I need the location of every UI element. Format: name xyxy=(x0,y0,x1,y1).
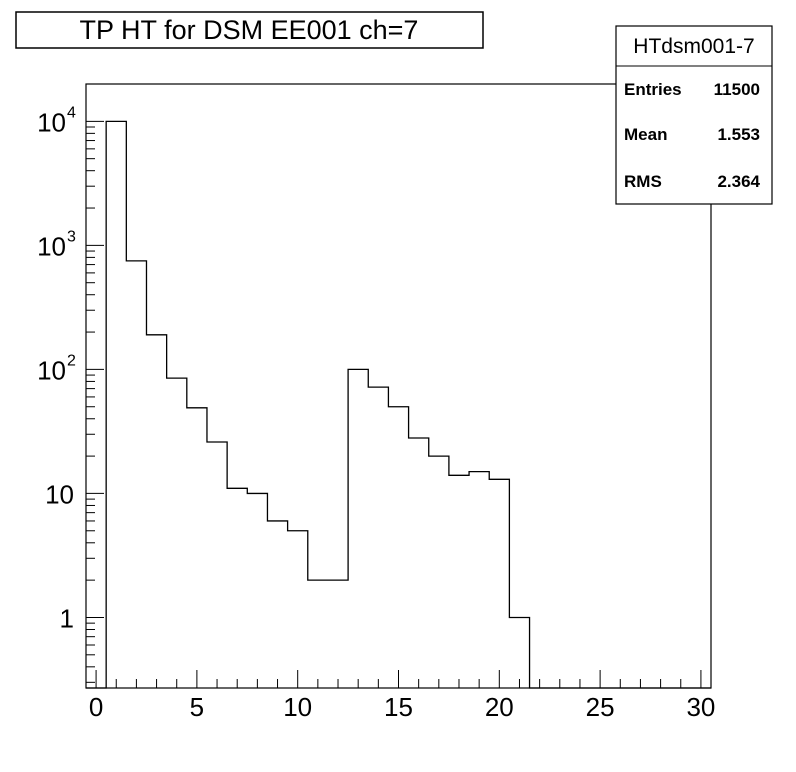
x-tick-label: 30 xyxy=(686,692,715,722)
x-tick-label: 15 xyxy=(384,692,413,722)
title-box xyxy=(15,11,484,49)
stats-box: HTdsm001-7 Entries 11500 Mean 1.553 RMS … xyxy=(615,25,773,205)
x-tick-label: 5 xyxy=(190,692,204,722)
histogram-step-outline xyxy=(86,120,711,689)
stats-mean-label: Mean xyxy=(624,125,667,144)
y-tick-label: 1 xyxy=(60,603,74,633)
x-tick-label: 10 xyxy=(283,692,312,722)
y-tick-label: 10 xyxy=(37,355,66,385)
y-tick-exponent: 3 xyxy=(67,228,76,245)
x-tick-label: 0 xyxy=(89,692,103,722)
y-tick-exponent: 2 xyxy=(67,352,76,369)
y-tick-label: 10 xyxy=(37,107,66,137)
x-tick-label: 20 xyxy=(485,692,514,722)
y-tick-label: 10 xyxy=(45,479,74,509)
stats-box-frame xyxy=(615,25,773,205)
x-tick-label: 25 xyxy=(586,692,615,722)
stats-rms-value: 2.364 xyxy=(717,172,760,191)
y-tick-label: 10 xyxy=(37,231,66,261)
axis-ticks xyxy=(86,83,702,688)
stats-entries-label: Entries xyxy=(624,80,682,99)
plot-frame xyxy=(85,83,712,689)
stats-mean-value: 1.553 xyxy=(717,125,760,144)
y-tick-exponent: 4 xyxy=(67,104,76,121)
stats-entries-value: 11500 xyxy=(714,80,760,99)
chart-title: TP HT for DSM EE001 ch=7 xyxy=(80,15,419,45)
stats-rms-label: RMS xyxy=(624,172,662,191)
stats-box-name: HTdsm001-7 xyxy=(633,35,754,58)
